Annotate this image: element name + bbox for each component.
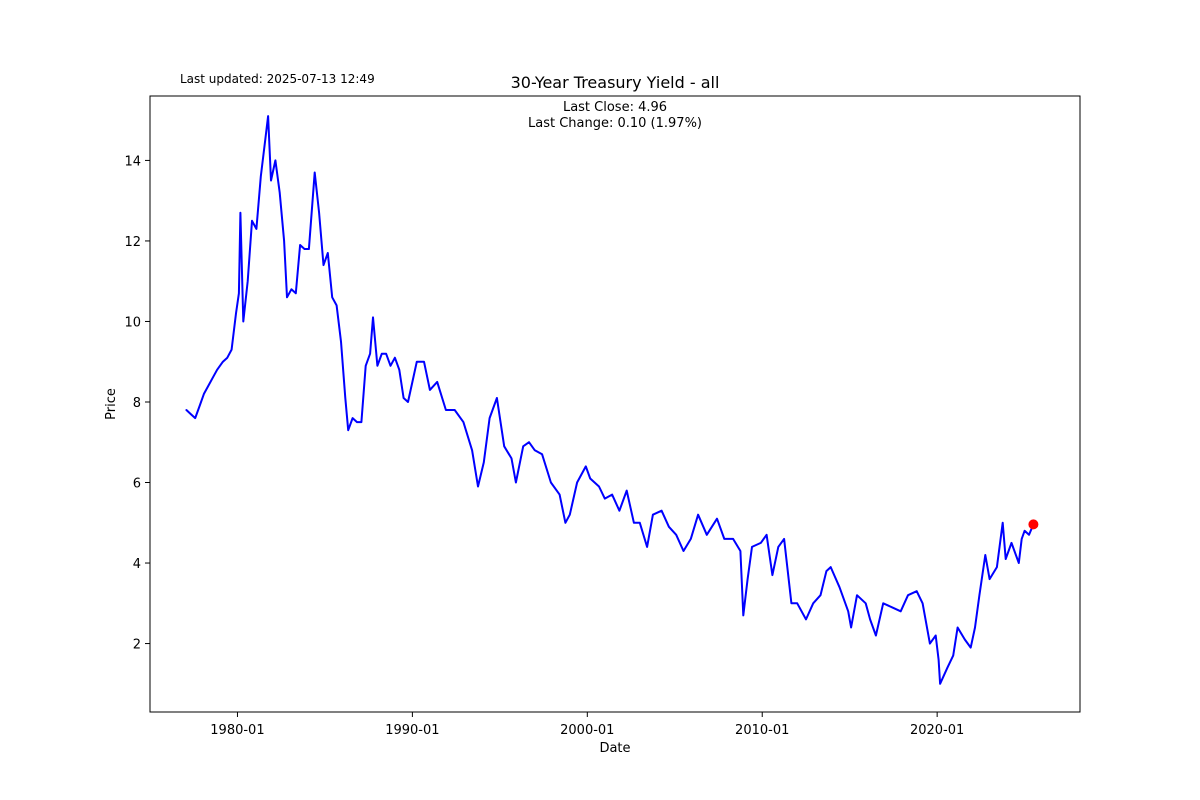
x-tick-label: 1990-01 xyxy=(385,723,439,738)
last-change-annotation: Last Change: 0.10 (1.97%) xyxy=(528,116,702,131)
y-tick-label: 8 xyxy=(133,396,141,411)
y-tick-label: 10 xyxy=(124,315,141,330)
last-updated-label: Last updated: 2025-07-13 12:49 xyxy=(180,72,375,86)
y-tick-label: 14 xyxy=(124,154,141,169)
chart-title: 30-Year Treasury Yield - all xyxy=(511,73,720,92)
y-axis: 2 4 6 8 10 12 14 xyxy=(124,154,150,653)
x-tick-label: 2010-01 xyxy=(735,723,789,738)
y-tick-label: 6 xyxy=(133,477,141,492)
x-axis-label: Date xyxy=(599,741,630,756)
axes-frame xyxy=(149,95,1081,713)
y-tick-label: 2 xyxy=(133,638,141,653)
last-close-annotation: Last Close: 4.96 xyxy=(563,100,667,115)
x-tick-label: 2020-01 xyxy=(910,723,964,738)
x-axis: 1980-01 1990-01 2000-01 2010-01 2020-01 xyxy=(210,712,964,738)
plot-area xyxy=(149,95,1081,713)
series-line-30y-yield xyxy=(185,115,1035,685)
x-tick-label: 2000-01 xyxy=(560,723,614,738)
y-tick-label: 4 xyxy=(133,557,141,572)
y-axis-label: Price xyxy=(104,388,119,420)
last-close-marker xyxy=(1028,519,1039,530)
y-tick-label: 12 xyxy=(124,235,141,250)
x-tick-label: 1980-01 xyxy=(210,723,264,738)
